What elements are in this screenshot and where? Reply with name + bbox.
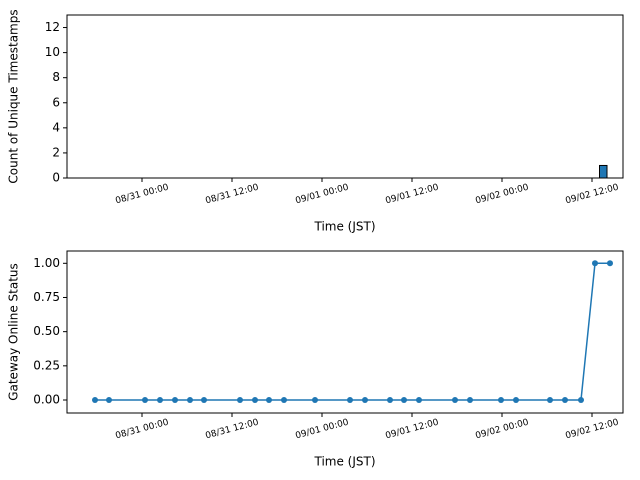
marker bbox=[142, 397, 148, 404]
marker bbox=[452, 397, 458, 404]
marker bbox=[467, 397, 473, 404]
marker bbox=[201, 397, 207, 404]
marker bbox=[106, 397, 112, 404]
y-tick-label: 2 bbox=[52, 145, 60, 159]
marker bbox=[237, 397, 243, 404]
y-tick-label: 0.50 bbox=[33, 324, 60, 338]
marker bbox=[547, 397, 553, 404]
axes-frame bbox=[66, 14, 624, 179]
marker bbox=[387, 397, 393, 404]
marker bbox=[592, 260, 598, 267]
marker bbox=[362, 397, 368, 404]
x-tick-label: 09/02 00:00 bbox=[474, 182, 530, 206]
x-tick-label: 08/31 00:00 bbox=[114, 182, 170, 206]
y-tick-label: 0.75 bbox=[33, 290, 60, 304]
marker bbox=[607, 260, 613, 267]
marker bbox=[281, 397, 287, 404]
x-axis-label: Time (JST) bbox=[313, 220, 375, 234]
y-tick-label: 10 bbox=[45, 45, 60, 59]
marker bbox=[513, 397, 519, 404]
x-axis-label: Time (JST) bbox=[313, 455, 375, 469]
axes-frame bbox=[66, 250, 624, 414]
y-axis-label: Count of Unique Timestamps bbox=[7, 9, 21, 183]
bar bbox=[599, 164, 608, 179]
marker bbox=[578, 397, 584, 404]
line bbox=[95, 262, 610, 401]
x-tick-label: 09/01 12:00 bbox=[384, 417, 440, 441]
x-tick-label: 09/02 00:00 bbox=[474, 417, 530, 441]
marker bbox=[266, 397, 272, 404]
marker bbox=[498, 397, 504, 404]
y-tick-label: 12 bbox=[45, 20, 60, 34]
x-tick-label: 09/02 12:00 bbox=[564, 182, 620, 206]
marker bbox=[252, 397, 258, 404]
y-tick-label: 0.00 bbox=[33, 393, 60, 407]
x-tick-label: 09/02 12:00 bbox=[564, 417, 620, 441]
y-tick-label: 0 bbox=[52, 171, 60, 185]
y-axis-label: Gateway Online Status bbox=[7, 263, 21, 401]
x-tick-label: 08/31 12:00 bbox=[204, 417, 260, 441]
marker bbox=[187, 397, 193, 404]
x-tick-label: 09/01 00:00 bbox=[294, 182, 350, 206]
y-tick-label: 1.00 bbox=[33, 256, 60, 270]
x-tick-label: 08/31 00:00 bbox=[114, 417, 170, 441]
x-tick-label: 09/01 12:00 bbox=[384, 182, 440, 206]
x-tick-label: 08/31 12:00 bbox=[204, 182, 260, 206]
marker bbox=[157, 397, 163, 404]
y-tick-label: 8 bbox=[52, 70, 60, 84]
marker bbox=[416, 397, 422, 404]
marker bbox=[312, 397, 318, 404]
x-tick-label: 09/01 00:00 bbox=[294, 417, 350, 441]
y-tick-label: 6 bbox=[52, 95, 60, 109]
marker bbox=[92, 397, 98, 404]
marker bbox=[347, 397, 353, 404]
y-tick-label: 4 bbox=[52, 120, 60, 134]
y-tick-label: 0.25 bbox=[33, 358, 60, 372]
marker bbox=[172, 397, 178, 404]
marker bbox=[562, 397, 568, 404]
marker bbox=[401, 397, 407, 404]
